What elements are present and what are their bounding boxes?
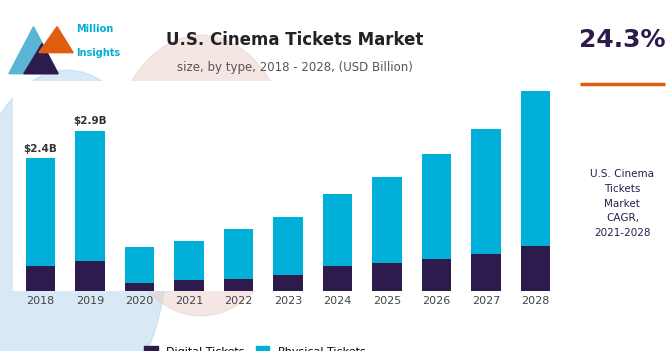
Bar xyxy=(224,229,253,279)
Bar xyxy=(125,283,155,291)
Text: U.S. Cinema
Tickets
Market
CAGR,
2021-2028: U.S. Cinema Tickets Market CAGR, 2021-20… xyxy=(590,169,655,238)
Polygon shape xyxy=(24,44,58,74)
Text: U.S. Cinema Tickets Market: U.S. Cinema Tickets Market xyxy=(166,31,423,49)
Bar xyxy=(373,177,402,263)
Bar xyxy=(373,263,402,291)
Bar xyxy=(471,254,501,291)
Text: $2.4B: $2.4B xyxy=(23,144,58,154)
Bar xyxy=(25,158,56,266)
Bar xyxy=(75,131,105,261)
Bar xyxy=(471,129,501,254)
Polygon shape xyxy=(39,27,73,53)
Bar xyxy=(421,154,452,259)
Text: Million: Million xyxy=(76,25,114,34)
Bar xyxy=(323,266,352,291)
Text: size, by type, 2018 - 2028, (USD Billion): size, by type, 2018 - 2028, (USD Billion… xyxy=(177,61,413,74)
Bar xyxy=(174,280,204,291)
Bar xyxy=(273,275,303,291)
Bar xyxy=(75,261,105,291)
Bar xyxy=(323,194,352,266)
Bar xyxy=(521,91,551,246)
Bar xyxy=(273,217,303,275)
Text: $2.9B: $2.9B xyxy=(73,116,107,126)
Bar xyxy=(125,247,155,283)
Text: 24.3%: 24.3% xyxy=(579,28,666,52)
Bar xyxy=(174,241,204,280)
Legend: Digital Tickets, Physical Tickets: Digital Tickets, Physical Tickets xyxy=(140,342,371,351)
Bar xyxy=(224,279,253,291)
Bar xyxy=(25,266,56,291)
Bar xyxy=(421,259,452,291)
Polygon shape xyxy=(9,27,58,74)
Bar xyxy=(521,246,551,291)
Text: Insights: Insights xyxy=(76,48,121,58)
